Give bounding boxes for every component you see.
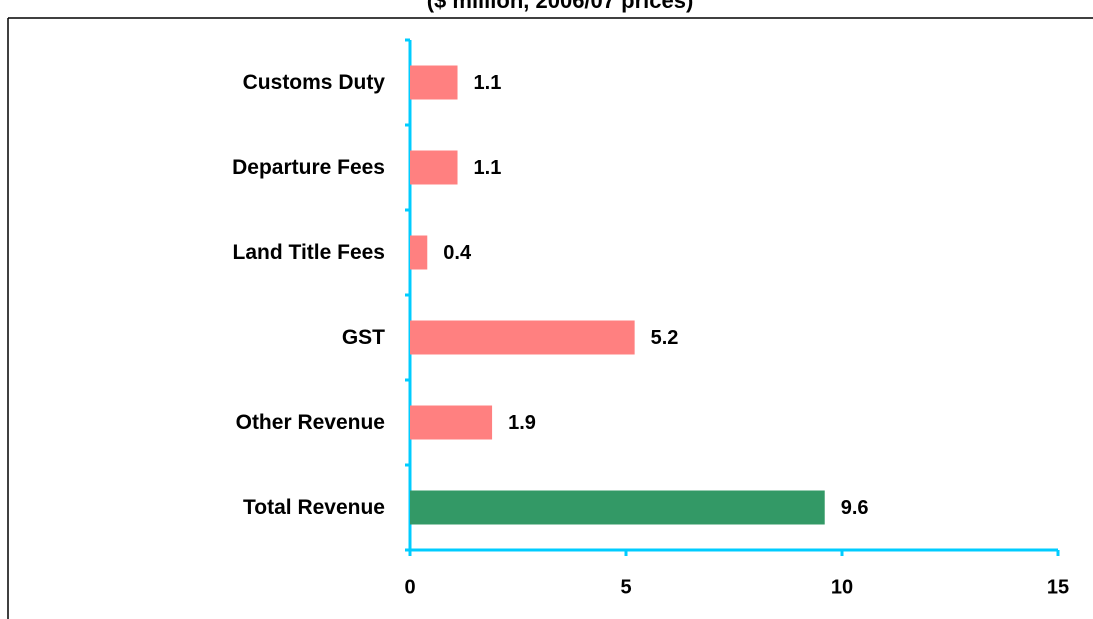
- y-tick-label: Total Revenue: [243, 496, 385, 519]
- bar: [410, 490, 825, 525]
- x-tick-label: 10: [831, 576, 853, 598]
- y-tick-label: Customs Duty: [243, 71, 386, 94]
- bar: [410, 320, 635, 355]
- bar: [410, 235, 428, 270]
- x-tick-label: 15: [1047, 576, 1069, 598]
- y-tick-label: GST: [342, 326, 385, 349]
- bar: [410, 150, 458, 185]
- data-label: 0.4: [443, 242, 472, 264]
- bar: [410, 65, 458, 100]
- y-tick-label: Land Title Fees: [233, 241, 386, 264]
- data-label: 1.1: [474, 72, 502, 94]
- data-label: 5.2: [651, 327, 679, 349]
- x-tick-label: 5: [620, 576, 631, 598]
- x-tick-label: 0: [404, 576, 415, 598]
- chart-subtitle: ($ million, 2006/07 prices): [427, 0, 694, 13]
- data-label: 9.6: [841, 497, 869, 519]
- bar: [410, 405, 493, 440]
- data-label: 1.9: [508, 412, 536, 434]
- data-label: 1.1: [474, 157, 502, 179]
- y-tick-label: Other Revenue: [236, 411, 385, 434]
- y-tick-label: Departure Fees: [232, 156, 385, 179]
